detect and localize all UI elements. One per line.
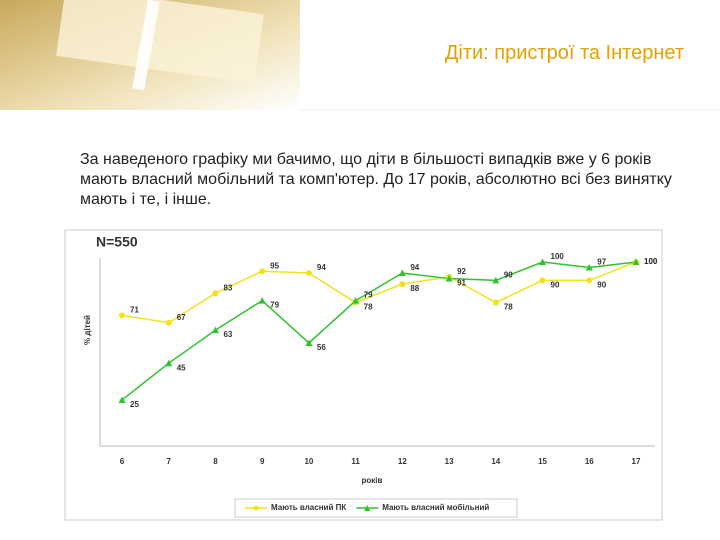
point: [118, 396, 126, 403]
series-line: [121, 261, 637, 401]
point: [398, 269, 406, 277]
y-axis-label: % дітей: [83, 315, 92, 345]
slide-title: Діти: пристрої та Інтернет: [444, 42, 684, 64]
x-tick-label: 12: [398, 457, 407, 466]
x-tick-label: 7: [167, 457, 172, 466]
data-label: 92: [457, 267, 466, 276]
point: [211, 326, 219, 334]
point: [259, 268, 266, 275]
x-axis-label: років: [362, 476, 383, 485]
data-label: 63: [223, 330, 232, 339]
body-text: За наведеного графіку ми бачимо, що діти…: [80, 151, 672, 208]
data-label: 90: [504, 271, 513, 280]
data-label: 91: [457, 279, 466, 288]
data-label: 100: [644, 257, 658, 266]
x-tick-label: 15: [538, 457, 547, 466]
data-label: 95: [270, 261, 279, 270]
point: [352, 297, 360, 304]
data-label: 56: [317, 343, 326, 352]
legend-label: Мають власний ПК: [271, 503, 346, 512]
data-label: 78: [504, 303, 513, 312]
point: [445, 275, 453, 282]
data-label: 100: [551, 252, 565, 261]
data-label: 71: [130, 305, 139, 314]
x-tick-label: 10: [304, 457, 313, 466]
data-label: 94: [317, 263, 326, 272]
data-label: 100: [644, 257, 658, 266]
data-label: 67: [177, 313, 186, 322]
point: [119, 312, 125, 319]
data-label: 45: [177, 363, 186, 372]
data-label: 90: [597, 281, 606, 290]
x-tick-label: 17: [632, 457, 641, 466]
point: [632, 258, 640, 265]
legend-box: [234, 498, 518, 518]
data-label: 97: [597, 258, 606, 267]
legend-label: Мають власний мобільний: [382, 503, 489, 512]
data-label: 88: [410, 284, 419, 293]
data-label: 78: [364, 303, 373, 312]
data-label: 83: [223, 283, 232, 292]
legend-marker: [253, 505, 259, 511]
x-tick-label: 11: [351, 457, 360, 466]
decor-pen: [132, 0, 160, 91]
data-label: 25: [130, 400, 139, 409]
point: [586, 277, 593, 284]
x-tick-label: 13: [445, 457, 454, 466]
point: [585, 264, 593, 271]
legend-marker: [364, 505, 371, 511]
data-label: 79: [364, 291, 373, 300]
point: [539, 277, 546, 284]
series-line: [121, 261, 637, 324]
point: [492, 276, 500, 284]
annotation: N=550: [96, 234, 138, 250]
x-tick-label: 9: [260, 457, 265, 466]
x-tick-label: 8: [213, 457, 218, 466]
point: [399, 281, 406, 288]
point: [305, 339, 313, 346]
point: [305, 270, 312, 277]
point: [212, 290, 219, 297]
point: [492, 299, 499, 306]
x-tick-label: 6: [120, 457, 125, 466]
x-tick-label: 14: [491, 457, 500, 466]
point: [165, 319, 172, 326]
point: [165, 359, 173, 367]
data-label: 79: [270, 301, 279, 310]
x-tick-label: 16: [585, 457, 594, 466]
point: [258, 297, 266, 304]
point: [539, 258, 547, 265]
chart-frame: [64, 229, 663, 521]
decor-paper: [56, 0, 264, 84]
data-label: 94: [410, 263, 419, 272]
data-label: 90: [551, 281, 560, 290]
